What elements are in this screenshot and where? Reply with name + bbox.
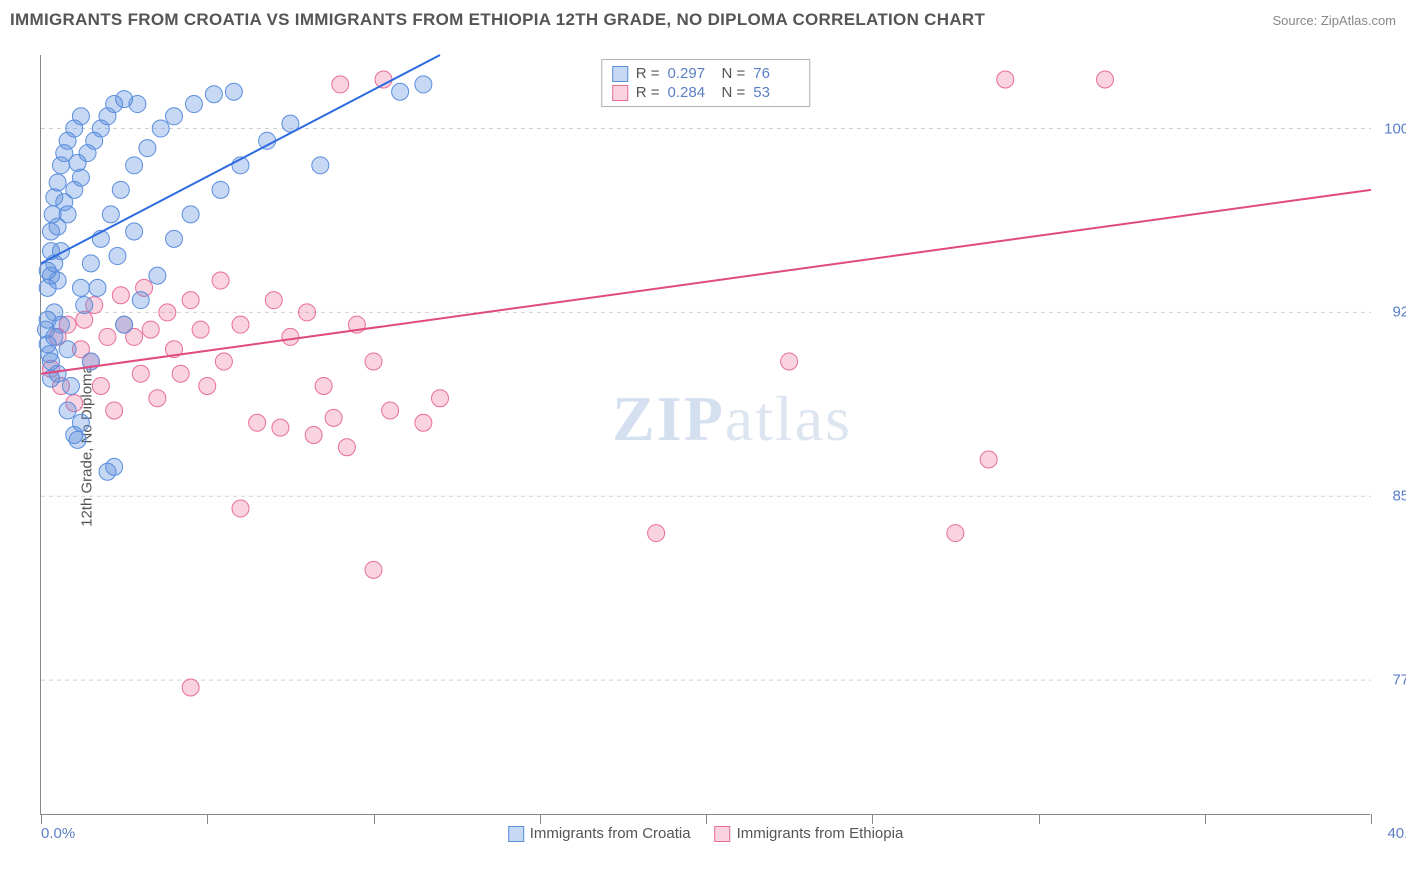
x-tick	[706, 814, 707, 824]
x-axis-max-label: 40.0%	[1387, 825, 1406, 842]
stats-row-series-b: R = 0.284 N = 53	[612, 83, 800, 102]
swatch-series-b	[612, 85, 628, 101]
series-legend: Immigrants from Croatia Immigrants from …	[508, 825, 904, 842]
source-attribution: Source: ZipAtlas.com	[1272, 13, 1396, 28]
x-axis-min-label: 0.0%	[41, 825, 75, 842]
x-tick	[1205, 814, 1206, 824]
x-tick	[1371, 814, 1372, 824]
chart-title: IMMIGRANTS FROM CROATIA VS IMMIGRANTS FR…	[10, 10, 985, 30]
y-tick-label: 85.0%	[1375, 488, 1406, 505]
scatter-svg	[41, 55, 1370, 814]
legend-item-series-a: Immigrants from Croatia	[508, 825, 691, 842]
x-tick	[374, 814, 375, 824]
swatch-series-b-icon	[715, 826, 731, 842]
stats-legend: R = 0.297 N = 76 R = 0.284 N = 53	[601, 59, 811, 107]
swatch-series-a-icon	[508, 826, 524, 842]
plot-area: ZIPatlas R = 0.297 N = 76 R = 0.284 N = …	[40, 55, 1370, 815]
y-tick-label: 92.5%	[1375, 304, 1406, 321]
x-tick	[1039, 814, 1040, 824]
y-tick-label: 100.0%	[1375, 120, 1406, 137]
swatch-series-a	[612, 66, 628, 82]
x-tick	[207, 814, 208, 824]
legend-item-series-b: Immigrants from Ethiopia	[715, 825, 904, 842]
x-tick	[872, 814, 873, 824]
x-tick	[41, 814, 42, 824]
stats-row-series-a: R = 0.297 N = 76	[612, 64, 800, 83]
y-tick-label: 77.5%	[1375, 672, 1406, 689]
x-tick	[540, 814, 541, 824]
